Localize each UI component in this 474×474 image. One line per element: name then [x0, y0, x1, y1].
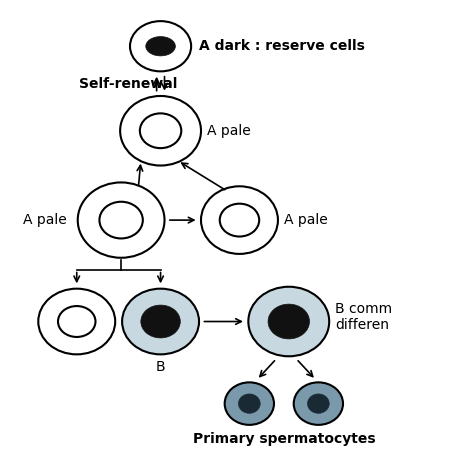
Text: B comm
differen: B comm differen: [335, 301, 392, 332]
Ellipse shape: [100, 202, 143, 238]
Ellipse shape: [225, 383, 274, 425]
Ellipse shape: [38, 289, 115, 355]
Ellipse shape: [130, 21, 191, 72]
Ellipse shape: [146, 36, 175, 56]
Text: Primary spermatocytes: Primary spermatocytes: [192, 432, 375, 446]
Ellipse shape: [141, 305, 180, 338]
Ellipse shape: [78, 182, 164, 258]
Ellipse shape: [248, 287, 329, 356]
Text: A dark : reserve cells: A dark : reserve cells: [199, 39, 365, 53]
Text: A pale: A pale: [207, 124, 251, 138]
Ellipse shape: [294, 383, 343, 425]
Ellipse shape: [201, 186, 278, 254]
Text: Self-renewal: Self-renewal: [79, 77, 178, 91]
Ellipse shape: [308, 394, 329, 413]
Text: B: B: [156, 360, 165, 374]
Ellipse shape: [140, 113, 181, 148]
Text: A pale: A pale: [284, 213, 328, 227]
Ellipse shape: [58, 306, 95, 337]
Ellipse shape: [220, 204, 259, 237]
Ellipse shape: [120, 96, 201, 165]
Ellipse shape: [122, 289, 199, 355]
Text: A pale: A pale: [24, 213, 67, 227]
Ellipse shape: [268, 304, 310, 339]
Ellipse shape: [238, 394, 260, 413]
